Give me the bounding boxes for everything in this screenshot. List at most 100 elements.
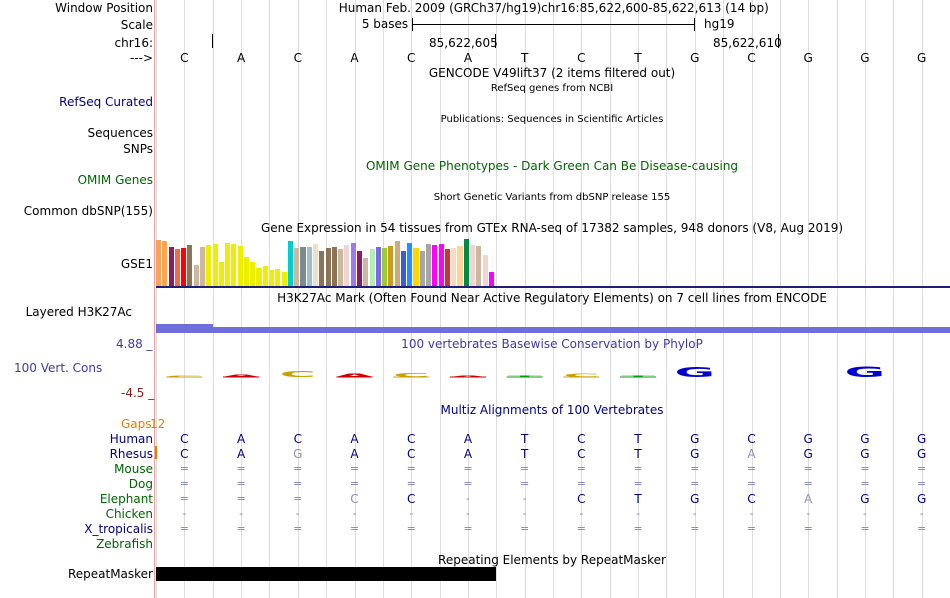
gtex-tissue-bar[interactable] [375,247,381,286]
gtex-tissue-bar[interactable] [206,245,212,286]
gtex-tissue-bar[interactable] [470,245,476,286]
multiz-species-label[interactable]: Chicken [105,507,153,521]
gtex-tissue-bar[interactable] [319,251,325,286]
scale-label: Scale [120,18,153,32]
multiz-base: C [577,492,586,506]
dbsnp-label[interactable]: Common dbSNP(155) [23,204,153,218]
gtex-tissue-bar[interactable] [193,265,199,286]
gtex-tissue-bar[interactable] [338,249,344,286]
gtex-tissue-bar[interactable] [174,249,180,286]
scale-bar-left-tick [412,18,413,31]
gtex-tissue-bar[interactable] [294,248,300,286]
gtex-tissue-bar[interactable] [432,245,438,286]
gtex-tissue-bar[interactable] [313,244,319,286]
gtex-tissue-bar[interactable] [306,247,312,286]
gtex-tissue-bar[interactable] [463,239,469,286]
conservation-logo-letter: A [449,375,487,377]
multiz-base: T [634,447,642,461]
gtex-tissue-bar[interactable] [400,251,406,286]
multiz-base: = [463,477,473,490]
multiz-base: = [179,477,189,490]
gtex-tissue-bar[interactable] [243,257,249,286]
multiz-base: C [180,432,189,446]
multiz-species-label[interactable]: Mouse [114,462,153,476]
conservation-label[interactable]: 100 Vert. Cons [14,361,103,375]
gtex-tissue-bar[interactable] [350,243,356,286]
multiz-base: = [179,492,189,505]
gtex-tissue-bar[interactable] [382,248,388,286]
gtex-tissue-bar[interactable] [187,245,193,286]
repeatmasker-label[interactable]: RepeatMasker [67,567,153,581]
gtex-tissue-bar[interactable] [407,243,413,286]
gtex-tissue-bar[interactable] [181,248,187,286]
multiz-base: = [803,522,813,535]
multiz-species-label[interactable]: Elephant [99,492,153,506]
gtex-tissue-bar[interactable] [363,258,369,286]
gtex-tissue-bar[interactable] [250,262,256,286]
gtex-tissue-bar[interactable] [457,246,463,286]
gtex-tissue-bar[interactable] [394,241,400,286]
multiz-base: C [577,432,586,446]
multiz-base: = [179,462,189,475]
gtex-tissue-bar[interactable] [212,244,218,286]
gtex-tissue-bar[interactable] [388,246,394,286]
multiz-base: = [520,462,530,475]
gtex-tissue-bar[interactable] [369,249,375,286]
gtex-tissue-bar[interactable] [225,243,231,286]
gtex-tissue-bar[interactable] [199,247,206,286]
gtex-tissue-bar[interactable] [156,240,162,286]
omim-label[interactable]: OMIM Genes [77,173,153,187]
multiz-species-label[interactable]: Human [109,432,153,446]
gtex-tissue-bar[interactable] [237,246,243,286]
snps-label[interactable]: SNPs [123,142,153,156]
gtex-label[interactable]: GSE1 [120,257,153,271]
multiz-base: = [236,477,246,490]
gtex-tissue-bar[interactable] [331,247,337,286]
gtex-tissue-bar[interactable] [482,255,488,286]
multiz-base: C [407,447,416,461]
multiz-species-label[interactable]: Rhesus [109,447,153,461]
gtex-tissue-bar[interactable] [262,266,268,286]
gtex-tissue-bar[interactable] [426,244,432,286]
conservation-logo-letter: T [621,375,655,377]
h3k27ac-label[interactable]: Layered H3K27Ac [25,305,132,319]
position-text[interactable]: chr16:85,622,600-85,622,613 (14 bp) [541,1,769,15]
gtex-tissue-bar[interactable] [168,247,174,286]
multiz-species-label[interactable]: Zebrafish [96,537,153,551]
gtex-tissue-bar[interactable] [269,270,275,286]
base-letter: A [236,51,246,65]
gtex-tissue-bar[interactable] [231,244,237,286]
gtex-tissue-bar[interactable] [218,262,224,286]
gtex-tissue-bar[interactable] [444,249,450,286]
gtex-tissue-bar[interactable] [287,241,293,286]
gtex-tissue-bar[interactable] [325,248,331,286]
gtex-tissue-bar[interactable] [488,272,494,286]
gtex-tissue-bar[interactable] [451,248,457,286]
gtex-tissue-bar[interactable] [356,251,363,286]
multiz-base: A [463,447,473,461]
multiz-species-label[interactable]: Dog [128,477,153,491]
gtex-tissue-bar[interactable] [300,247,306,286]
refseq-label[interactable]: RefSeq Curated [59,95,153,109]
gtex-tissue-bar[interactable] [476,246,482,286]
gtex-title: Gene Expression in 54 tissues from GTEx … [260,221,844,235]
gtex-tissue-bar[interactable] [344,245,350,286]
multiz-species-label[interactable]: X_tropicalis [84,522,153,536]
h3k27ac-signal [156,324,213,327]
strand-label: ---> [129,51,153,65]
gtex-tissue-bar[interactable] [281,272,287,286]
gtex-tissue-bar[interactable] [256,268,262,286]
gtex-tissue-bar[interactable] [162,241,168,286]
multiz-title: Multiz Alignments of 100 Vertebrates [440,403,664,417]
gtex-tissue-bar[interactable] [275,269,281,286]
multiz-base: = [576,477,586,490]
gtex-tissue-bar[interactable] [438,244,444,286]
gencode-title[interactable]: GENCODE V49lift37 (2 items filtered out) [428,66,676,80]
repeatmasker-element[interactable] [156,567,496,581]
conservation-logo-letter: C [563,373,599,378]
gtex-tissue-bar[interactable] [413,248,419,286]
gtex-tissue-bar[interactable] [419,251,425,286]
multiz-base: A [236,447,246,461]
publications-label[interactable]: Sequences [87,126,153,140]
